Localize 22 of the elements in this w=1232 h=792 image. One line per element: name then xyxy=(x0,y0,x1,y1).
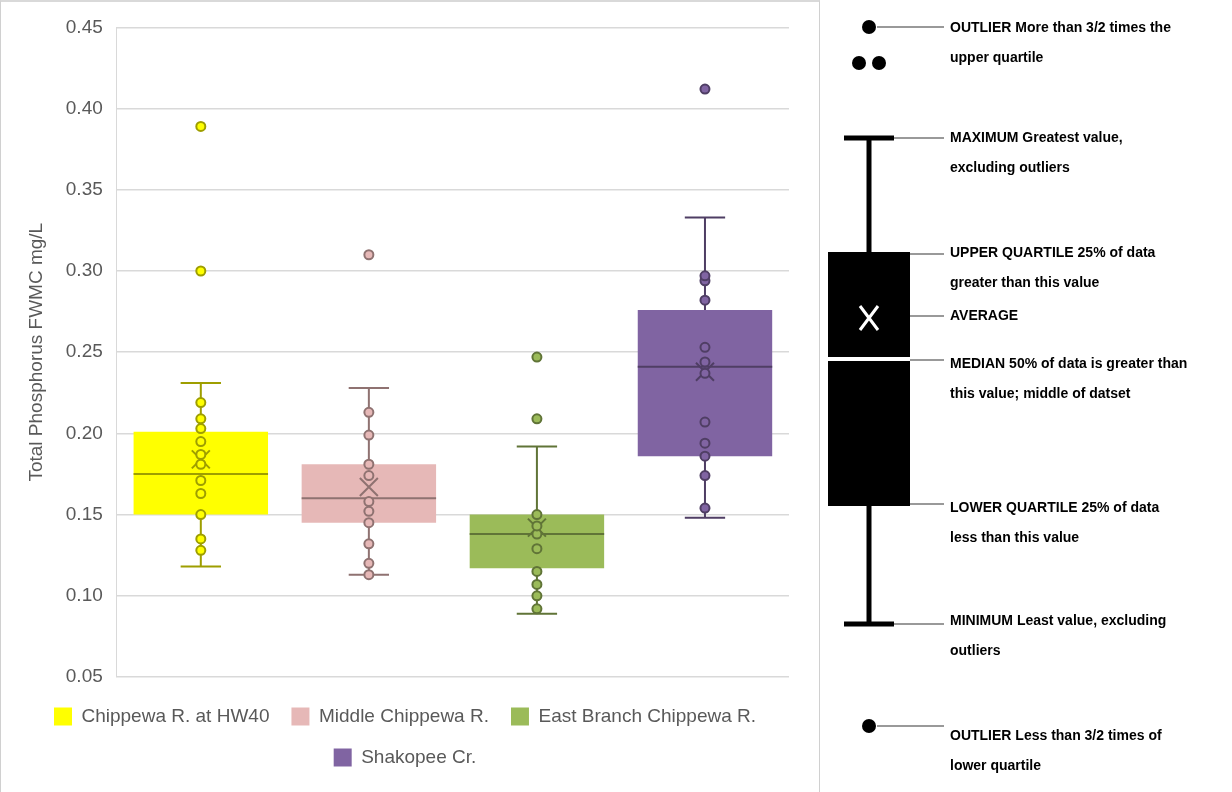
y-tick-label: 0.40 xyxy=(65,96,103,118)
y-tick-label: 0.05 xyxy=(65,665,103,687)
y-tick-label: 0.10 xyxy=(65,584,103,606)
text: MINIMUM Least value, excluding outliers xyxy=(950,611,1168,660)
text: OUTLIER More than 3/2 times the upper quartile xyxy=(950,18,1172,67)
y-tick-label: 0.15 xyxy=(65,502,103,524)
text: MAXIMUM Greatest value, excluding outliers xyxy=(950,128,1124,177)
text: OUTLIER Less than 3/2 times of lower quartile xyxy=(950,726,1163,775)
legend-label: Middle Chippewa R. xyxy=(318,704,489,726)
text: UPPER QUARTILE 25% of data greater than this value xyxy=(950,243,1157,292)
legend-label: Shakopee Cr. xyxy=(361,745,477,767)
y-tick-label: 0.20 xyxy=(65,421,103,443)
y-tick-label: 0.45 xyxy=(65,15,103,37)
legend-label: Chippewa R. at HW40 xyxy=(81,704,270,726)
y-tick-label: 0.25 xyxy=(65,340,103,362)
legend-label: East Branch Chippewa R. xyxy=(538,704,757,726)
y-axis-title: Total Phosphorus FWMC mg/L xyxy=(24,222,46,482)
text: AVERAGE xyxy=(950,306,1020,325)
text: MEDIAN 50% of data is greater than this value; middle of datset xyxy=(950,354,1189,403)
y-tick-label: 0.35 xyxy=(65,178,103,200)
text: LOWER QUARTILE 25% of data less than this value xyxy=(950,498,1161,547)
y-tick-label: 0.30 xyxy=(65,259,103,281)
